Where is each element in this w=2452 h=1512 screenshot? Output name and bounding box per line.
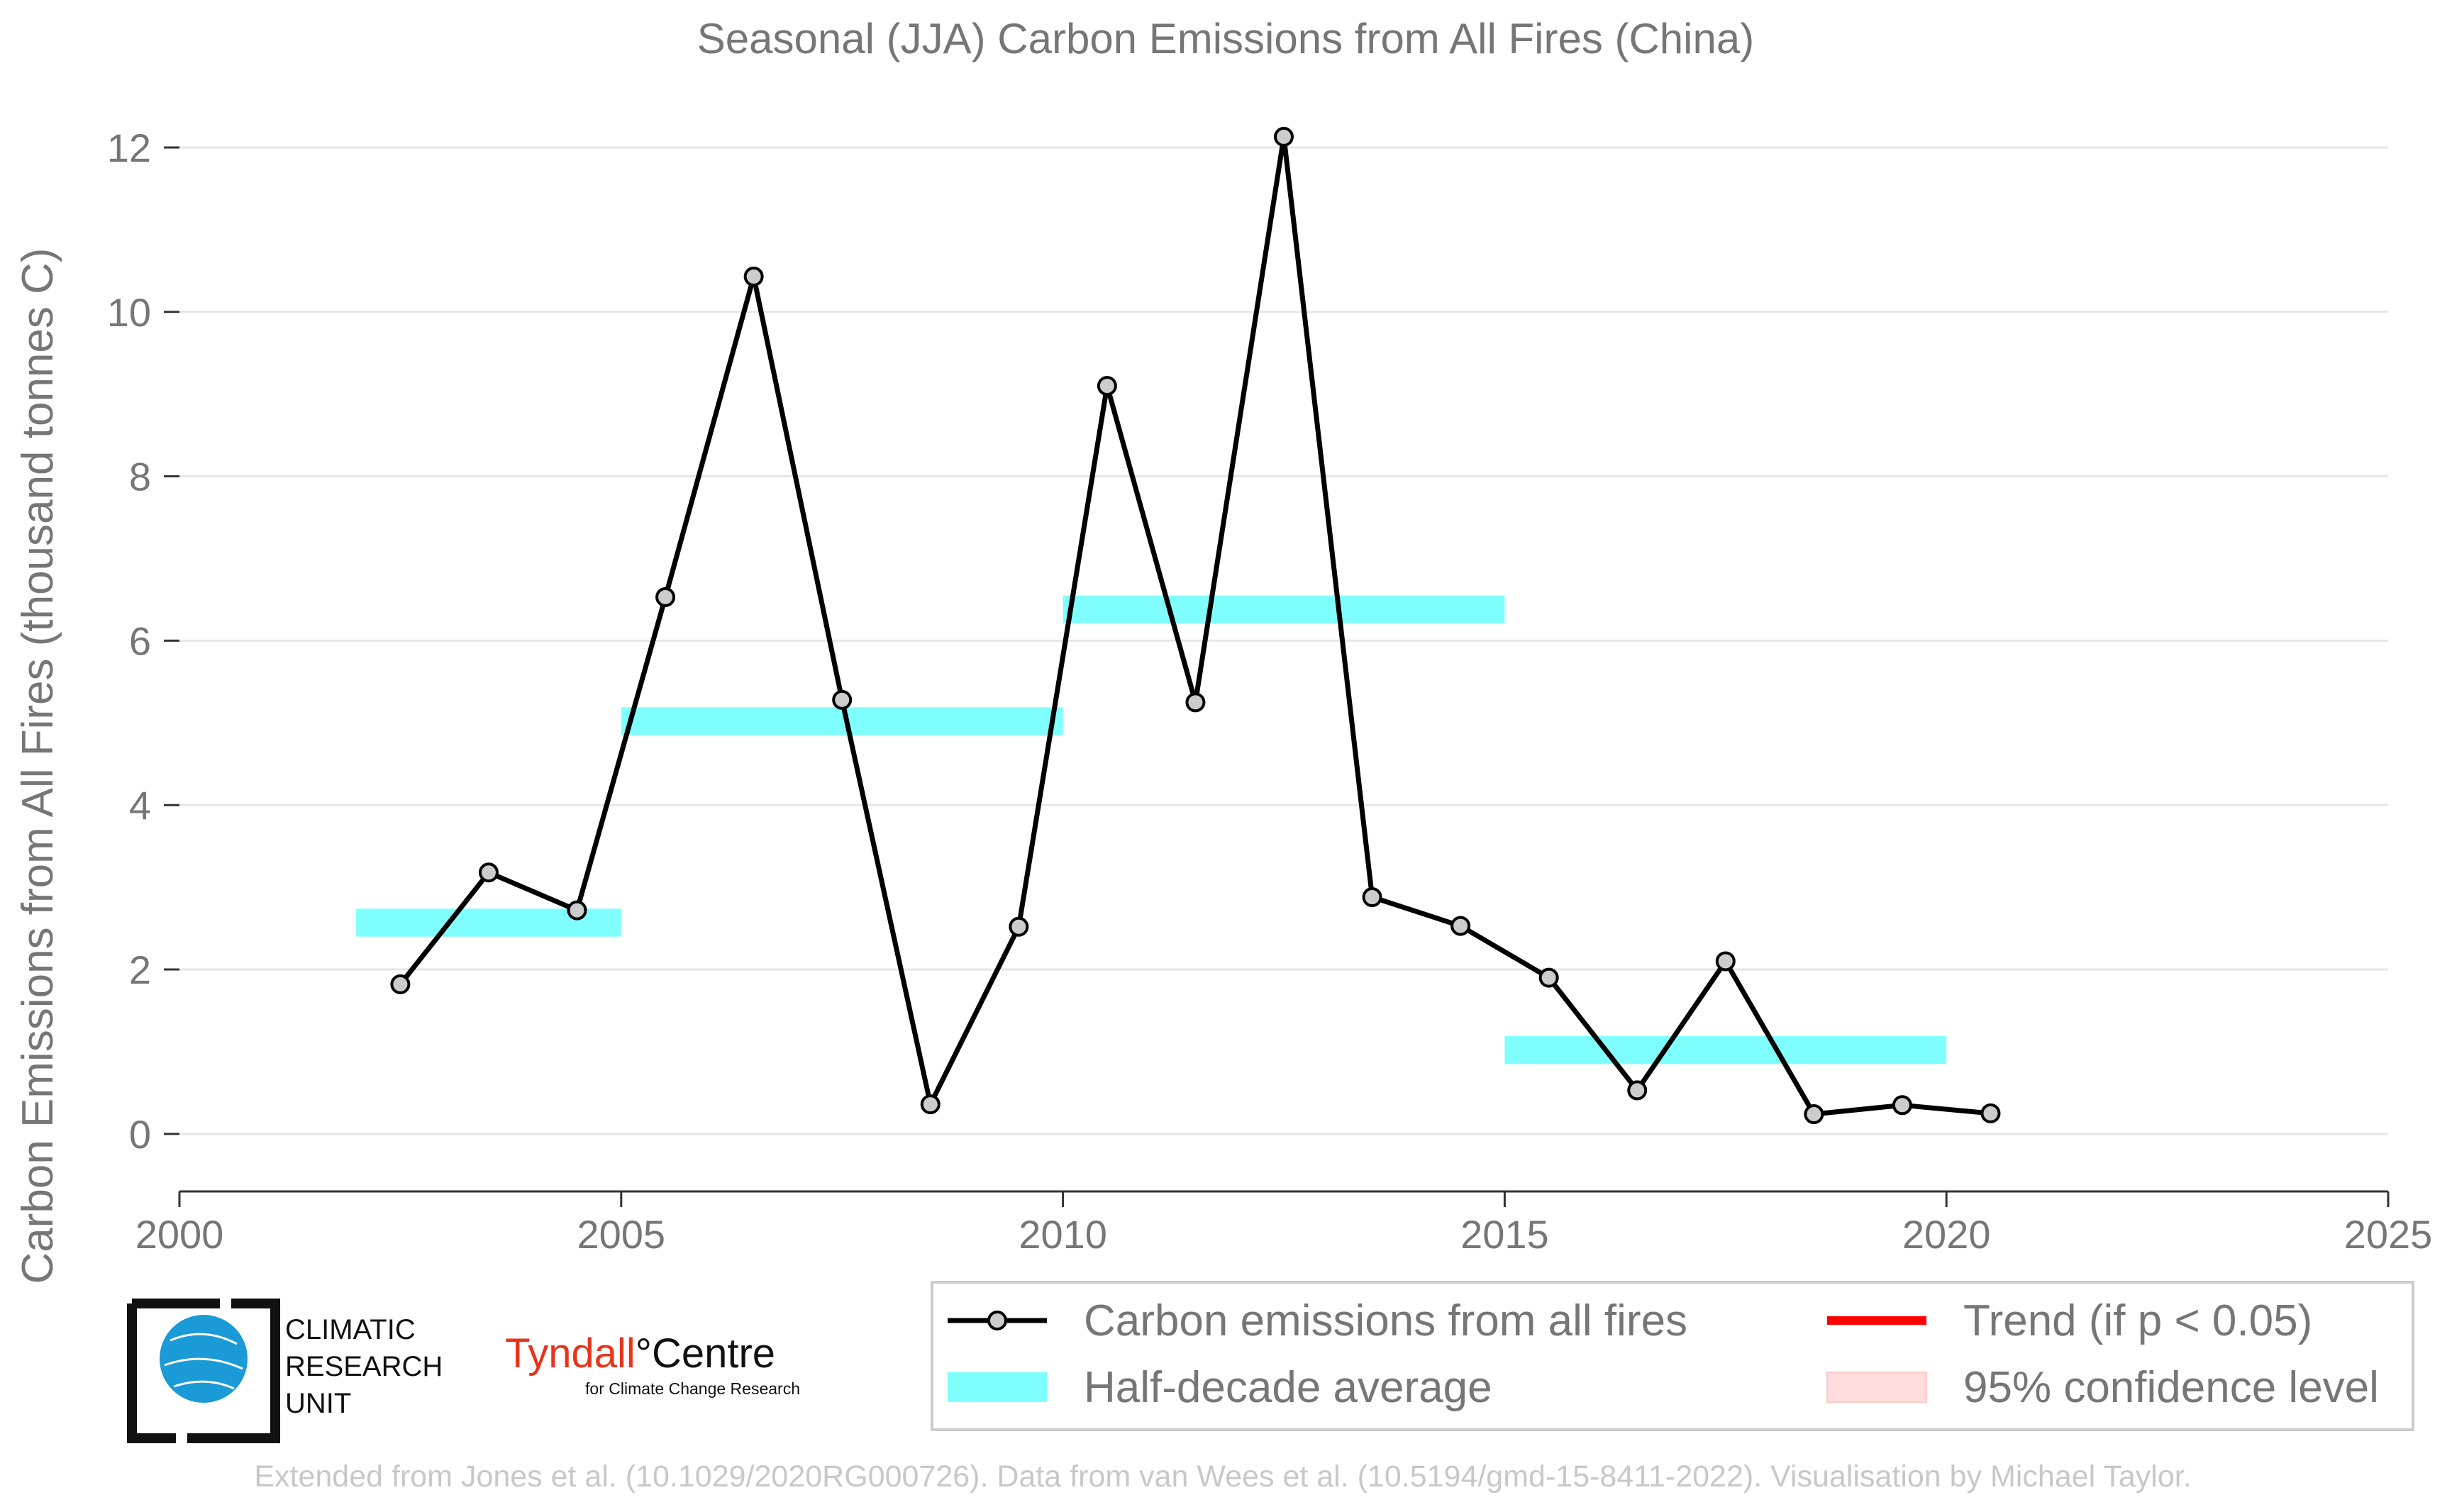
cru-line1: CLIMATIC — [285, 1314, 416, 1345]
data-point-2003.5 — [478, 862, 499, 883]
data-point-2015.5 — [1538, 967, 1559, 988]
half-decade-band-3 — [1504, 1035, 1947, 1064]
legend-label-half-decade: Half-decade average — [1084, 1363, 1492, 1412]
data-point-2008.5 — [920, 1094, 941, 1115]
series-line-0 — [398, 134, 1991, 1117]
y-tick-label-12: 12 — [107, 126, 151, 170]
x-tick-label-2015: 2015 — [1460, 1212, 1549, 1257]
legend-box — [931, 1281, 2414, 1431]
y-tick-label-4: 4 — [129, 783, 151, 828]
tyndall-tagline: for Climate Change Research — [585, 1379, 800, 1398]
data-point-2006.5 — [743, 266, 764, 287]
data-point-2009.5 — [1009, 916, 1029, 937]
data-point-2019.5 — [1892, 1095, 1912, 1116]
legend-label-trend: Trend (if p < 0.05) — [1963, 1296, 2312, 1345]
y-axis-label: Carbon Emissions from All Fires (thousan… — [13, 248, 62, 1284]
data-point-2018.5 — [1804, 1104, 1824, 1125]
y-tick-label-0: 0 — [129, 1112, 151, 1157]
half-decade-average-bands — [356, 595, 1947, 1064]
x-tick-label-2010: 2010 — [1019, 1212, 1107, 1257]
half-decade-band-1 — [621, 707, 1063, 735]
cru-line3: UNIT — [285, 1388, 351, 1419]
data-point-2004.5 — [567, 900, 587, 921]
cru-logo: CLIMATIC RESEARCH UNIT — [127, 1299, 443, 1443]
legend: Carbon emissions from all fires Half-dec… — [931, 1281, 2414, 1431]
emissions-series — [390, 126, 2001, 1125]
legend-item-confidence: 95% confidence level — [1826, 1363, 2379, 1412]
chart-title: Seasonal (JJA) Carbon Emissions from All… — [697, 15, 1754, 62]
tyndall-name-2: °Centre — [636, 1330, 775, 1377]
footer-credit: Extended from Jones et al. (10.1029/2020… — [254, 1460, 2191, 1494]
x-tick-label-2005: 2005 — [577, 1212, 666, 1257]
x-tick-label-2025: 2025 — [2344, 1212, 2433, 1257]
legend-item-half-decade: Half-decade average — [948, 1363, 1492, 1412]
data-point-2002.5 — [390, 974, 411, 994]
data-point-2013.5 — [1362, 887, 1382, 908]
cru-logo-frame — [127, 1299, 280, 1443]
legend-item-emissions: Carbon emissions from all fires — [948, 1296, 1687, 1345]
data-point-2007.5 — [832, 689, 853, 710]
data-point-2005.5 — [655, 587, 676, 607]
tyndall-name-1: Tyndall — [505, 1330, 636, 1377]
legend-label-confidence: 95% confidence level — [1963, 1363, 2379, 1412]
grid-lines — [179, 146, 2388, 1135]
data-point-2010.5 — [1097, 376, 1117, 396]
data-point-2014.5 — [1450, 916, 1471, 936]
legend-item-trend: Trend (if p < 0.05) — [1827, 1296, 2312, 1345]
x-axis: 2000 2005 2010 2015 2020 2025 — [135, 1190, 2433, 1257]
legend-label-emissions: Carbon emissions from all fires — [1084, 1296, 1687, 1345]
x-tick-label-2000: 2000 — [135, 1212, 224, 1257]
y-tick-label-6: 6 — [129, 618, 151, 663]
x-tick-label-2020: 2020 — [1902, 1212, 1991, 1257]
y-tick-label-10: 10 — [107, 290, 151, 335]
cru-line2: RESEARCH — [285, 1351, 443, 1382]
half-decade-band-2 — [1063, 595, 1505, 624]
y-tick-label-2: 2 — [129, 947, 151, 992]
data-point-2017.5 — [1715, 951, 1736, 972]
svg-text:Tyndall°Centre: Tyndall°Centre — [505, 1330, 775, 1377]
data-point-2020.5 — [1980, 1103, 2001, 1123]
data-point-2012.5 — [1274, 126, 1294, 147]
tyndall-logo: Tyndall°Centre for Climate Change Resear… — [505, 1330, 800, 1398]
data-point-2011.5 — [1185, 692, 1206, 713]
y-axis-ticks: 0 2 4 6 8 10 12 — [107, 126, 179, 1157]
y-tick-label-8: 8 — [129, 455, 151, 499]
data-point-2016.5 — [1627, 1080, 1648, 1101]
